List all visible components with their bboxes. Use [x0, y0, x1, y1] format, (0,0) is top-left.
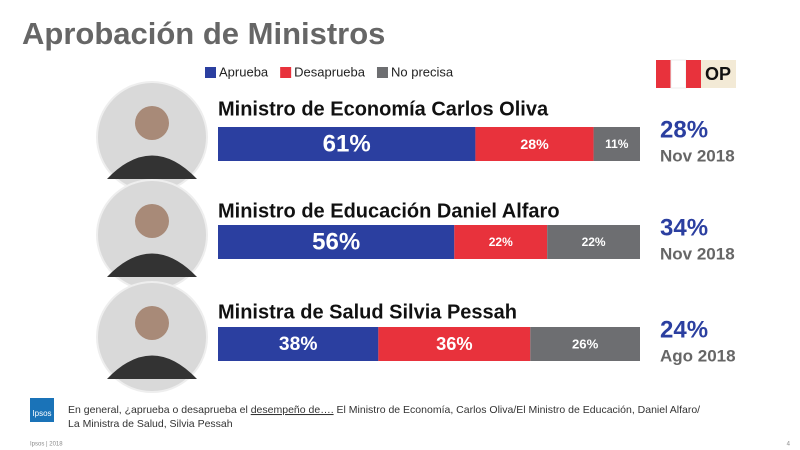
category-label: Ministro de Economía Carlos Oliva — [218, 98, 549, 120]
photo-head — [135, 106, 169, 140]
page-number: 4 — [787, 442, 791, 448]
flag-right — [686, 60, 701, 88]
bar-segment — [593, 127, 640, 161]
photo-head — [135, 204, 169, 238]
category-label: Ministro de Educación Daniel Alfaro — [218, 200, 560, 222]
bar-segment — [547, 225, 640, 259]
footer-question: La Ministra de Salud, Silvia Pessah — [68, 418, 233, 430]
category-label: Ministra de Salud Silvia Pessah — [218, 301, 517, 323]
photo-body — [107, 355, 197, 379]
question-part: En general, ¿aprueba o desaprueba el — [68, 404, 251, 416]
bar-segment — [218, 225, 455, 259]
previous-value: 34% — [660, 214, 708, 241]
legend-label: Desaprueba — [294, 64, 366, 79]
value-label: 36% — [436, 333, 472, 354]
bar-segment — [454, 225, 548, 259]
legend-label: No precisa — [391, 64, 454, 79]
legend-swatch — [205, 67, 216, 78]
value-label: 22% — [582, 235, 606, 249]
photo-body — [107, 155, 197, 179]
value-label: 26% — [572, 336, 599, 351]
legend-label: Aprueba — [219, 64, 269, 79]
legend-swatch — [280, 67, 292, 78]
badge: OP — [705, 64, 731, 84]
question-part: El Ministro de Economía, Carlos Oliva/El… — [334, 404, 701, 416]
bar-segment — [530, 327, 640, 361]
photo-head — [135, 306, 169, 340]
value-label: 11% — [605, 137, 629, 151]
previous-date: Nov 2018 — [660, 146, 735, 165]
previous-value: 24% — [660, 316, 708, 343]
flag-center — [670, 59, 687, 89]
logo: Ipsos — [32, 409, 51, 418]
value-label: 61% — [323, 130, 371, 157]
logo-box — [30, 398, 54, 422]
value-label: 38% — [279, 334, 318, 355]
chart-title: Aprobación de Ministros — [22, 16, 385, 51]
bar-segment — [378, 327, 531, 361]
previous-date: Nov 2018 — [660, 244, 735, 263]
value-label: 22% — [489, 235, 513, 249]
footer-question: En general, ¿aprueba o desaprueba el des… — [68, 404, 700, 416]
source: Ipsos | 2018 — [30, 442, 63, 448]
value-label: 56% — [312, 228, 360, 255]
bar-segment — [218, 327, 379, 361]
photo-body — [107, 253, 197, 277]
previous-value: 28% — [660, 116, 708, 143]
bar-segment — [218, 127, 476, 161]
previous-date: Ago 2018 — [660, 346, 736, 365]
legend-swatch — [376, 67, 388, 78]
flag-left — [656, 60, 671, 88]
bar-segment — [475, 127, 594, 161]
value-label: 28% — [520, 137, 549, 153]
question-part: desempeño de…. — [251, 404, 334, 416]
badge-box — [701, 60, 736, 88]
